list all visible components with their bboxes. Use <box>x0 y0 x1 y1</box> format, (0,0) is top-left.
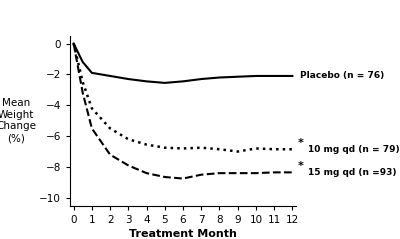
Text: 10 mg qd (n = 79): 10 mg qd (n = 79) <box>308 145 400 154</box>
Y-axis label: Mean
Weight
Change
(%): Mean Weight Change (%) <box>0 98 36 143</box>
Text: *: * <box>298 161 304 171</box>
Text: www.medscape.com: www.medscape.com <box>120 9 235 19</box>
Text: Medscape®: Medscape® <box>12 9 86 19</box>
X-axis label: Treatment Month: Treatment Month <box>129 229 237 239</box>
Text: *: * <box>298 138 304 148</box>
Text: 15 mg qd (n =93): 15 mg qd (n =93) <box>308 168 396 177</box>
Text: Placebo (n = 76): Placebo (n = 76) <box>300 71 384 81</box>
